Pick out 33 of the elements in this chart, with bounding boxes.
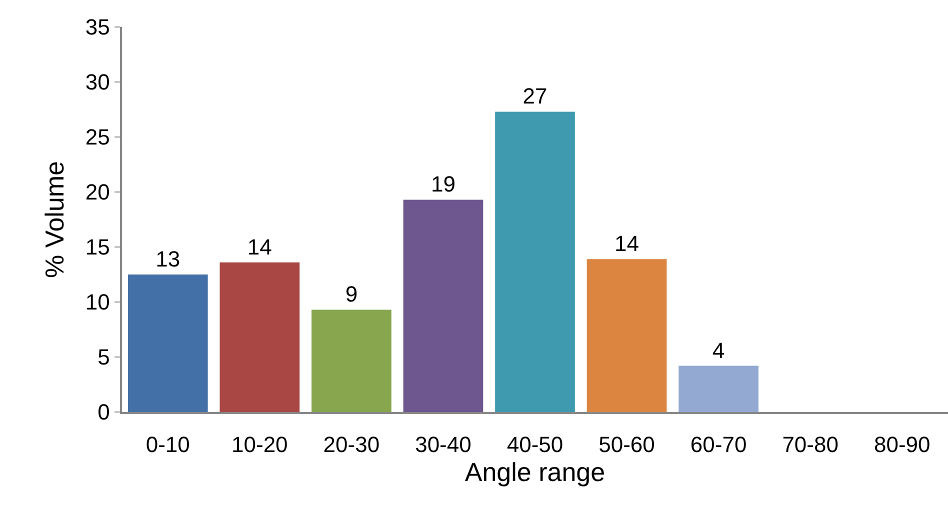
- y-tick-label: 10: [85, 290, 110, 315]
- x-tick-label: 10-20: [232, 432, 288, 458]
- bar: [586, 259, 667, 412]
- x-tick-label: 20-30: [323, 432, 380, 458]
- bar: [403, 200, 484, 412]
- bar: [678, 366, 758, 412]
- bar: [220, 262, 300, 412]
- y-axis-title: % Volume: [39, 160, 70, 278]
- y-tick-label: 0: [98, 400, 110, 425]
- data-label: 14: [247, 234, 272, 260]
- x-tick-label: 70-80: [782, 432, 838, 458]
- y-tick-label: 35: [85, 14, 110, 40]
- y-tick-label: 20: [85, 180, 110, 205]
- bar: [128, 274, 208, 412]
- bar: [495, 112, 575, 412]
- data-label: 27: [522, 84, 548, 109]
- data-label: 19: [430, 172, 456, 197]
- bar: [312, 310, 392, 412]
- data-label: 9: [345, 282, 358, 307]
- data-label: 4: [712, 338, 725, 363]
- x-tick-label: 60-70: [690, 432, 747, 458]
- x-tick-label: 0-10: [146, 432, 190, 458]
- x-tick-label: 30-40: [415, 432, 472, 458]
- x-tick-label: 40-50: [506, 432, 564, 458]
- x-tick-label: 80-90: [874, 432, 930, 458]
- x-axis-title: Angle range: [464, 457, 606, 488]
- y-tick-label: 30: [85, 70, 110, 95]
- y-tick-label: 5: [98, 344, 110, 370]
- data-label: 14: [614, 231, 640, 256]
- y-tick-label: 25: [85, 124, 110, 150]
- x-tick-label: 50-60: [598, 432, 655, 458]
- data-label: 13: [156, 246, 180, 272]
- y-tick-label: 15: [85, 234, 110, 260]
